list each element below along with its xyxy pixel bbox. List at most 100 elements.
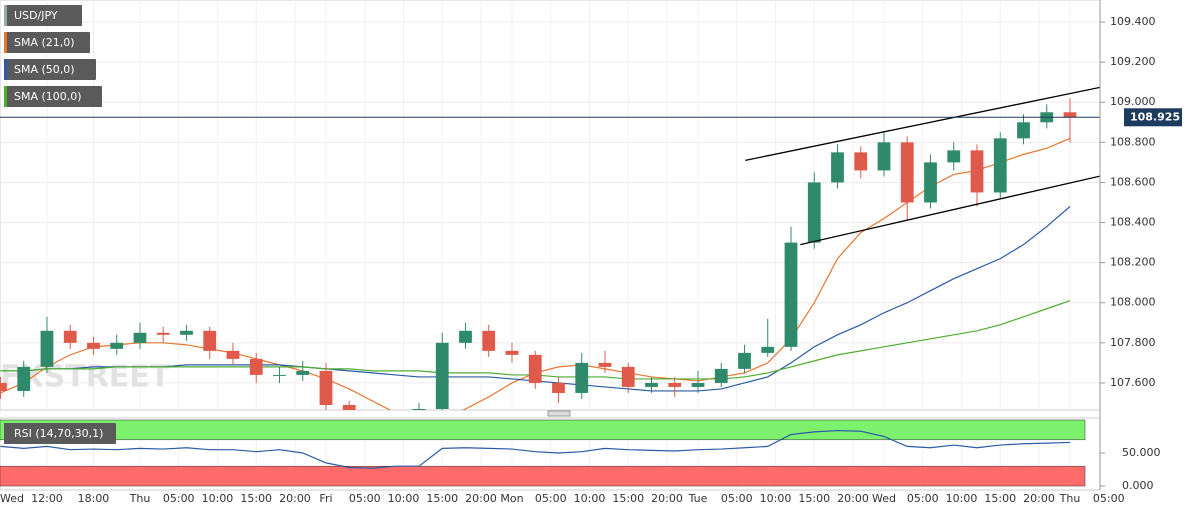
x-tick-label: 15:00 [240,492,272,505]
x-tick-label: Thu [1059,492,1081,505]
candle-body [180,330,193,335]
x-tick-label: 15:00 [984,492,1016,505]
last-price-label: 108.925 [1130,110,1180,123]
legend-box [4,423,116,444]
candle-body [133,332,147,343]
candle-body [575,362,589,393]
candle-body [203,330,217,351]
candle-body [87,342,100,349]
candle-body [738,352,751,369]
legend-swatch [4,59,7,80]
y-tick-label: 109.400 [1110,15,1156,28]
candle-body [552,382,565,393]
x-tick-label: Tue [688,492,708,505]
candle-body [784,242,798,347]
overbought-band [0,419,1086,441]
x-tick-label: 05:00 [1093,492,1125,505]
oversold-band [0,465,1086,487]
candle-body [459,330,472,343]
candle-body [0,382,7,391]
candle-body [691,382,705,387]
legend-swatch [4,5,7,26]
rsi-tick-label: 0.000 [1122,479,1154,492]
candle-body [877,142,891,171]
candle-body [854,152,868,171]
candle-body [807,182,821,243]
x-tick-label: 10:00 [946,492,978,505]
y-tick-label: 107.800 [1110,336,1156,349]
legend-swatch [4,423,7,444]
trend-line [745,86,1100,162]
x-tick-label: 15:00 [426,492,458,505]
y-tick-label: 109.200 [1110,55,1156,68]
x-tick-label: 10:00 [760,492,792,505]
rsi-line [0,429,1071,469]
x-tick-label: Wed [872,492,896,505]
x-tick-label: 05:00 [721,492,753,505]
trend-line [800,175,1100,246]
candle-body [924,162,937,203]
candle-body [342,404,356,410]
candle-body [17,366,31,391]
candle-body [831,152,844,183]
x-tick-label: Mon [500,492,523,505]
x-tick-label: 10:00 [574,492,606,505]
candle-body [645,382,658,387]
x-tick-label: 05:00 [907,492,939,505]
legend-box [4,32,90,53]
candle-body [296,370,310,375]
price-panel [0,0,1101,411]
candle-body [528,354,542,383]
x-tick-label: 20:00 [1023,492,1055,505]
y-tick-label: 108.600 [1110,175,1156,188]
legend-box [4,86,102,107]
candle-body [1017,122,1030,139]
x-tick-label: Fri [319,492,332,505]
candle-body [226,350,240,359]
candle-body [668,382,682,387]
candle-body [505,350,519,355]
candle-body [40,330,54,367]
candle-body [319,370,333,405]
candle-body [714,368,728,383]
candle-body [412,408,426,410]
y-tick-label: 109.000 [1110,95,1156,108]
candle-body [110,342,124,349]
x-tick-label: 15:00 [798,492,830,505]
y-tick-label: 107.600 [1110,376,1156,389]
candle-body [273,374,286,376]
candle-body [900,142,914,203]
candle-body [621,366,635,387]
pane-splitter[interactable] [547,410,571,417]
candle-body [993,138,1007,193]
x-tick-label: 12:00 [31,492,63,505]
candle-body [1063,112,1077,118]
x-tick-label: 05:00 [535,492,567,505]
x-tick-label: 10:00 [202,492,234,505]
x-tick-label: 10:00 [388,492,420,505]
candle-body [435,342,449,409]
x-tick-label: 05:00 [349,492,381,505]
x-tick-label: 05:00 [163,492,195,505]
x-tick-label: 20:00 [837,492,869,505]
legend-label: RSI (14,70,30,1) [14,427,103,440]
legend-swatch [4,32,7,53]
y-tick-label: 108.000 [1110,296,1156,309]
y-tick-label: 108.400 [1110,216,1156,229]
candle-body [947,150,961,163]
candle-body [761,346,775,353]
x-tick-label: 15:00 [612,492,644,505]
x-tick-label: Thu [129,492,151,505]
candle-body [63,330,77,343]
rsi-tick-label: 50.000 [1122,446,1161,459]
legend-label: SMA (50,0) [14,63,75,76]
x-tick-label: 20:00 [651,492,683,505]
x-tick-label: 20:00 [279,492,311,505]
legend-label: SMA (100,0) [14,90,82,103]
candle-body [249,358,263,375]
candle-body [156,332,170,335]
x-tick-label: Wed [0,492,24,505]
legend-box [4,5,82,26]
x-tick-label: 18:00 [78,492,110,505]
